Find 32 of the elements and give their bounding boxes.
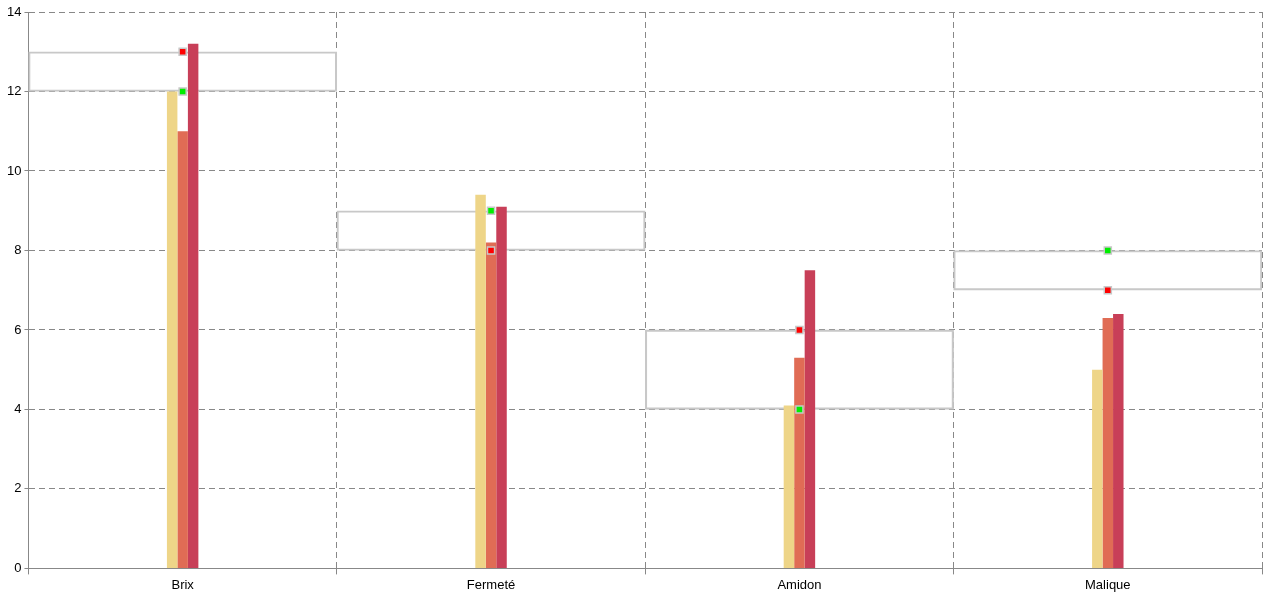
point [178,47,187,57]
bar [166,91,178,568]
bar [187,43,199,568]
bar [496,206,507,568]
x-tick-label: Amidon [777,576,822,592]
x-tick-label: Malique [1085,576,1131,592]
bar [1102,318,1114,568]
bar [1092,369,1103,568]
bar [794,357,805,568]
bar [1113,314,1124,568]
bar [475,194,486,568]
point [1103,285,1113,295]
bar [177,131,188,568]
y-tick-label: 14 [6,3,22,19]
bar [804,270,816,568]
y-tick-label: 8 [14,242,22,258]
point [795,325,804,335]
y-tick-label: 2 [14,480,22,496]
y-tick-label: 6 [14,321,22,337]
y-tick-label: 0 [14,559,22,575]
point [1103,246,1113,255]
point [178,87,187,96]
y-tick-label: 10 [6,162,22,178]
y-tick-label: 4 [14,401,22,417]
point [486,246,496,255]
point [486,206,496,215]
bar [485,242,497,568]
y-tick-label: 12 [6,83,22,99]
x-tick-label: Brix [171,576,195,592]
bar [783,405,795,568]
x-tick-label: Fermeté [466,576,516,592]
point [795,405,804,414]
